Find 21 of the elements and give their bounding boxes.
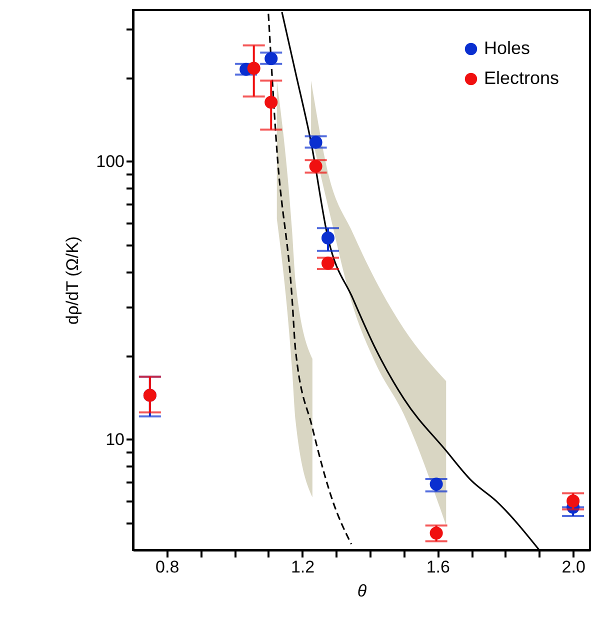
legend-label: Holes (484, 38, 530, 58)
x-tick-label: 2.0 (562, 558, 586, 576)
point (321, 256, 335, 270)
point (309, 160, 322, 173)
x-axis-title: θ (357, 582, 368, 600)
point (264, 96, 278, 109)
x-tick-label: 0.8 (156, 558, 180, 576)
x-tick-label: 1.2 (290, 558, 315, 576)
point (430, 526, 443, 540)
x-tick-label: 1.6 (426, 558, 450, 576)
y-tick-label: 100 (96, 152, 124, 171)
point (247, 62, 260, 75)
point (430, 478, 443, 491)
legend-label: Electrons (484, 68, 560, 88)
line-series (268, 13, 352, 545)
y-tick-label: 10 (106, 430, 124, 449)
y-axis-title: dρ/dT (Ω/K) (63, 236, 82, 325)
point (566, 494, 580, 508)
point (321, 231, 335, 244)
point (309, 136, 322, 149)
point (264, 52, 278, 66)
